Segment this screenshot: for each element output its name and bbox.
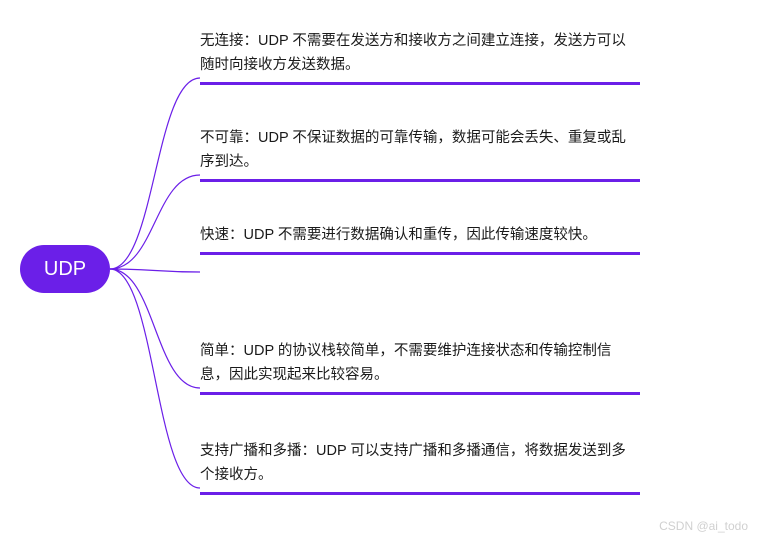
connector-path-3: [110, 269, 200, 388]
connector-path-4: [110, 269, 200, 488]
branch-text: 支持广播和多播：UDP 可以支持广播和多播通信，将数据发送到多个接收方。: [200, 440, 640, 492]
branch-underline: [200, 82, 640, 85]
branch-node-0: 无连接：UDP 不需要在发送方和接收方之间建立连接，发送方可以随时向接收方发送数…: [200, 30, 640, 85]
branch-text: 不可靠：UDP 不保证数据的可靠传输，数据可能会丢失、重复或乱序到达。: [200, 127, 640, 179]
branch-underline: [200, 179, 640, 182]
branch-text: 无连接：UDP 不需要在发送方和接收方之间建立连接，发送方可以随时向接收方发送数…: [200, 30, 640, 82]
connector-path-0: [110, 78, 200, 269]
connector-path-2: [110, 269, 200, 272]
root-node: UDP: [20, 245, 110, 293]
branch-node-2: 快速：UDP 不需要进行数据确认和重传，因此传输速度较快。: [200, 224, 640, 255]
connector-path-1: [110, 175, 200, 269]
branch-underline: [200, 492, 640, 495]
connectors-svg: [110, 0, 200, 539]
root-label: UDP: [44, 258, 86, 281]
branch-underline: [200, 252, 640, 255]
branch-node-1: 不可靠：UDP 不保证数据的可靠传输，数据可能会丢失、重复或乱序到达。: [200, 127, 640, 182]
branch-node-4: 支持广播和多播：UDP 可以支持广播和多播通信，将数据发送到多个接收方。: [200, 440, 640, 495]
branch-node-3: 简单：UDP 的协议栈较简单，不需要维护连接状态和传输控制信息，因此实现起来比较…: [200, 340, 640, 395]
watermark: CSDN @ai_todo: [659, 519, 748, 533]
branch-text: 快速：UDP 不需要进行数据确认和重传，因此传输速度较快。: [200, 224, 640, 252]
branch-text: 简单：UDP 的协议栈较简单，不需要维护连接状态和传输控制信息，因此实现起来比较…: [200, 340, 640, 392]
branch-underline: [200, 392, 640, 395]
